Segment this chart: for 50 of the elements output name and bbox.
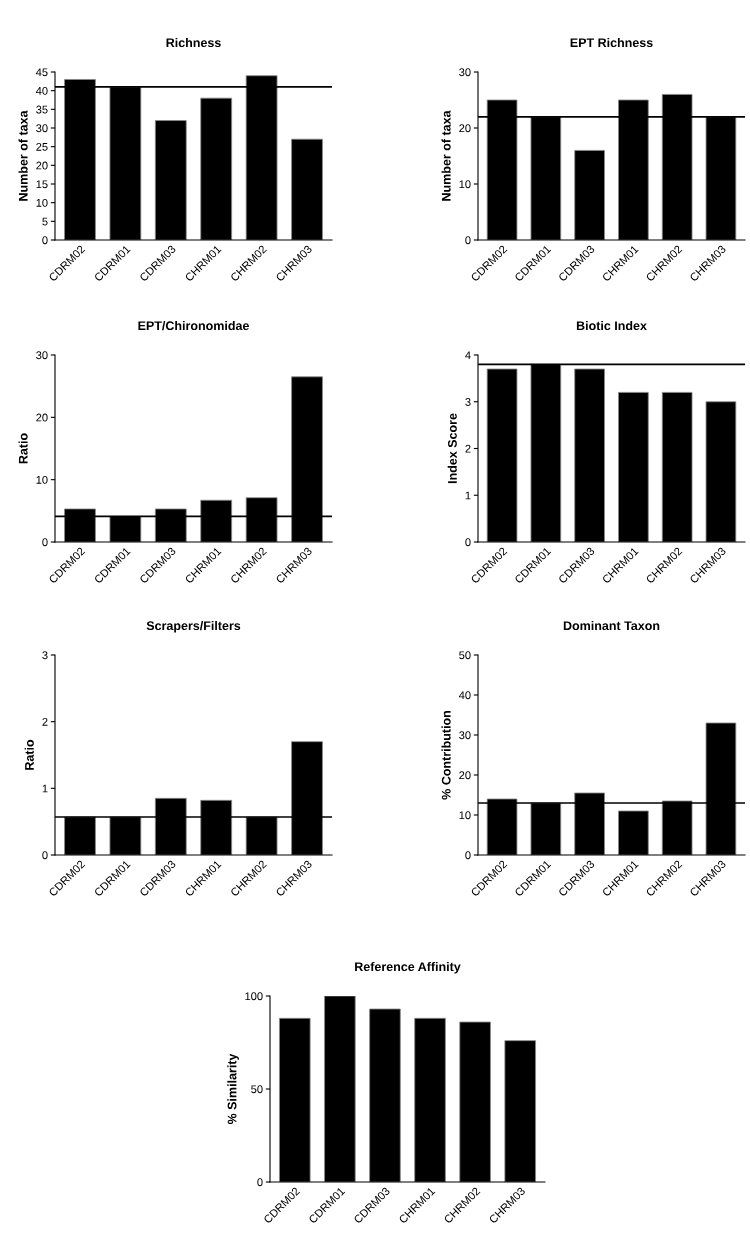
y-axis-title: Number of taxa: [18, 110, 28, 201]
y-tick-label: 0: [42, 538, 48, 547]
y-tick-label: 3: [42, 651, 48, 660]
y-tick-label: 40: [35, 86, 48, 95]
y-axis-title: % Similarity: [227, 1053, 239, 1125]
y-tick-label: 45: [35, 68, 48, 77]
y-tick-label: 10: [36, 475, 48, 484]
y-tick-label: 0: [465, 538, 471, 547]
y-tick-label: 20: [459, 771, 471, 780]
y-tick-label: 30: [36, 351, 48, 360]
chart-title: Dominant Taxon: [563, 620, 660, 631]
chart-title: Scrapers/Filters: [146, 620, 241, 633]
y-tick-label: 20: [36, 161, 48, 170]
y-tick-label: 1: [465, 491, 471, 500]
y-tick-label: 4: [465, 351, 471, 360]
y-tick-label: 10: [459, 180, 471, 189]
y-tick-label: 10: [36, 198, 48, 207]
y-axis-title: Number of taxa: [441, 110, 451, 201]
y-tick-label: 40: [458, 691, 471, 700]
y-tick-label: 5: [42, 217, 48, 226]
y-tick-label: 0: [465, 236, 471, 245]
y-axis-title: Index Score: [447, 413, 457, 484]
y-tick-label: 0: [257, 1178, 263, 1187]
chart-title: Richness: [166, 37, 221, 48]
y-tick-label: 25: [36, 142, 48, 151]
y-tick-label: 20: [459, 124, 471, 133]
chart-title: EPT Richness: [570, 37, 653, 48]
y-tick-label: 20: [36, 413, 48, 422]
y-tick-label: 0: [42, 236, 48, 245]
y-tick-label: 30: [459, 731, 471, 740]
y-tick-label: 3: [465, 398, 471, 406]
y-tick-label: 0: [42, 851, 48, 860]
chart-title: Reference Affinity: [355, 961, 461, 974]
y-tick-label: 15: [36, 180, 48, 189]
y-tick-label: 30: [36, 124, 48, 133]
y-axis-title: % Contribution: [441, 710, 451, 800]
y-axis-title: Ratio: [24, 739, 34, 770]
y-tick-label: 2: [42, 717, 48, 726]
y-tick-label: 30: [459, 68, 471, 77]
y-tick-label: 2: [465, 444, 471, 453]
chart-title: EPT/Chironomidae: [138, 320, 249, 331]
y-tick-label: 100: [245, 992, 263, 1001]
y-tick-label: 0: [465, 851, 471, 860]
y-tick-label: 1: [42, 784, 48, 793]
y-axis-title: Ratio: [18, 433, 28, 464]
chart-title: Biotic Index: [576, 320, 647, 331]
y-tick-label: 35: [36, 105, 48, 114]
y-tick-label: 50: [459, 651, 471, 660]
y-tick-label: 50: [251, 1085, 263, 1094]
y-tick-label: 10: [459, 811, 471, 820]
